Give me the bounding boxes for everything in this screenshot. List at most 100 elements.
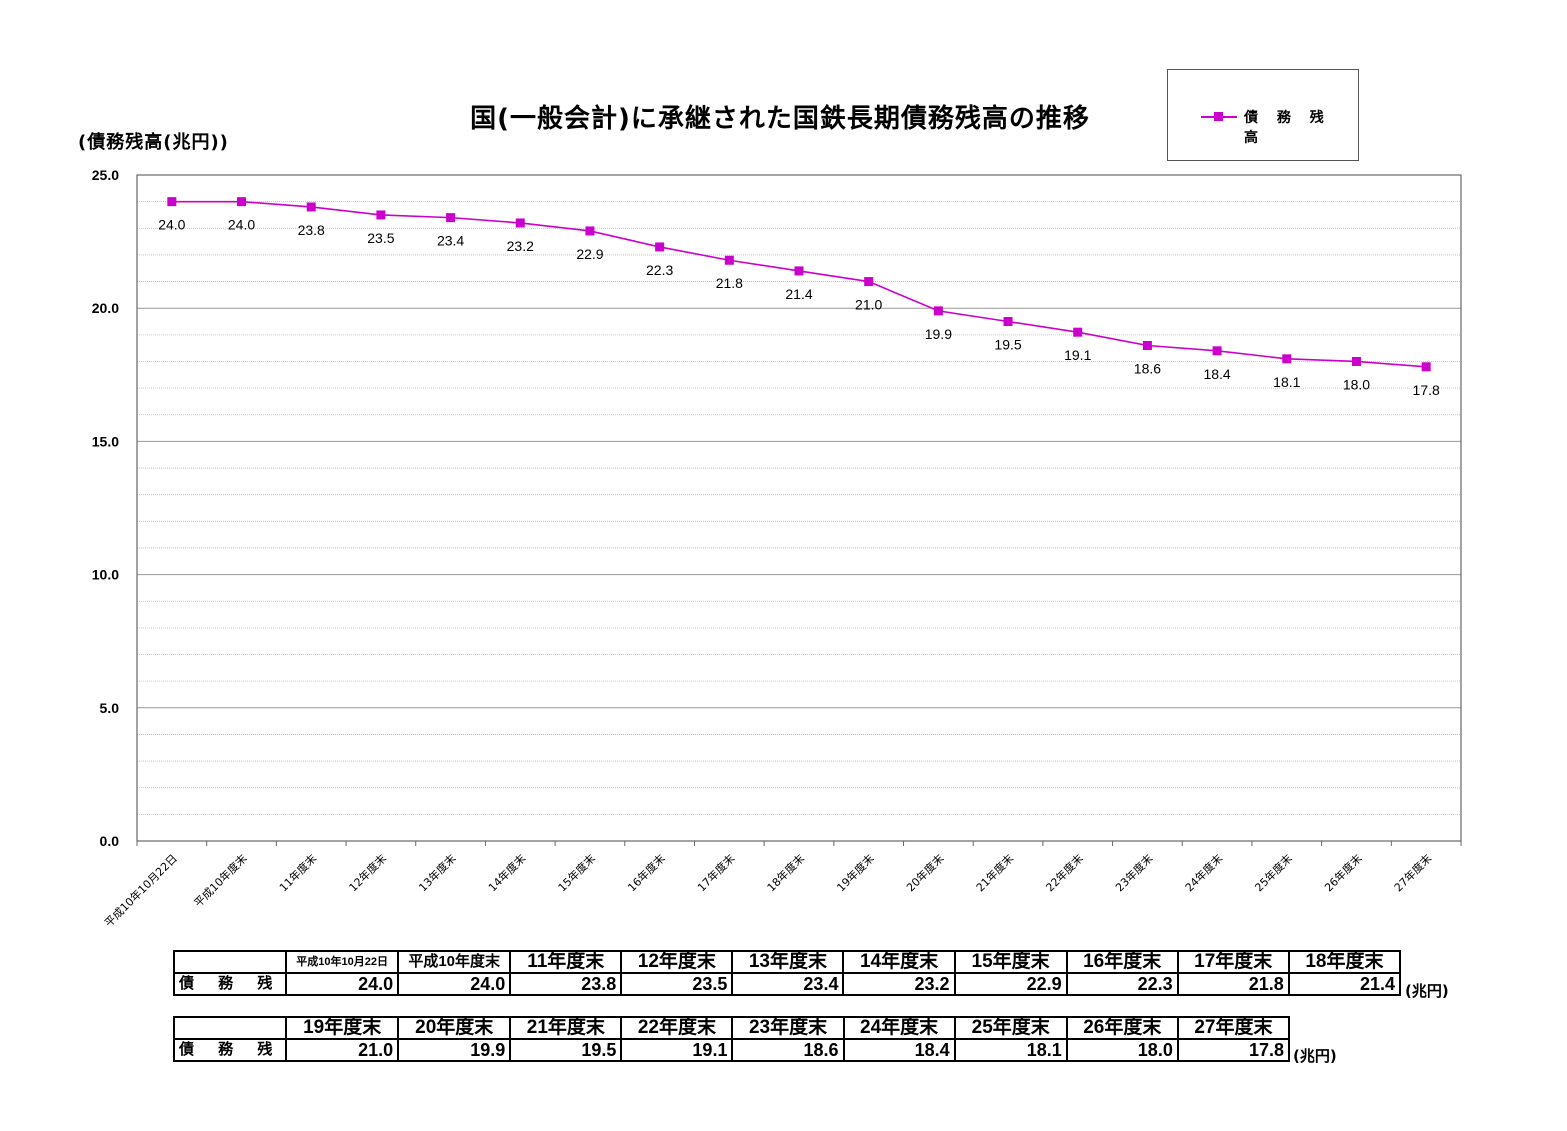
data-point xyxy=(933,306,943,316)
data-label: 19.9 xyxy=(925,326,952,342)
data-label: 21.8 xyxy=(716,275,743,291)
data-label: 23.8 xyxy=(298,222,325,238)
table-header-cell: 13年度末 xyxy=(731,950,845,974)
table-value-cell: 19.1 xyxy=(620,1038,734,1062)
table-value-cell: 21.8 xyxy=(1176,972,1290,996)
x-tick-label: 11年度末 xyxy=(276,851,319,894)
x-tick-label: 23年度末 xyxy=(1112,851,1155,894)
data-point xyxy=(1421,362,1431,372)
legend-label: 債 務 残 高 xyxy=(1244,110,1331,146)
data-label: 23.4 xyxy=(437,233,464,249)
table-header-cell: 17年度末 xyxy=(1176,950,1290,974)
x-tick-label: 13年度末 xyxy=(416,851,459,894)
table-header-cell: 15年度末 xyxy=(953,950,1068,974)
data-label: 24.0 xyxy=(228,217,255,233)
table2-unit: (兆円) xyxy=(1293,1047,1337,1065)
data-point xyxy=(794,266,804,276)
table-value-cell: 18.0 xyxy=(1065,1038,1179,1062)
table-value-cell: 24.0 xyxy=(285,972,400,996)
x-tick-label: 平成10年10月22日 xyxy=(101,851,179,929)
table-header-cell: 14年度末 xyxy=(842,950,956,974)
x-tick-label: 24年度末 xyxy=(1182,851,1225,894)
x-tick-label: 18年度末 xyxy=(764,851,807,894)
x-tick-label: 12年度末 xyxy=(346,851,389,894)
table-value-cell: 22.3 xyxy=(1065,972,1179,996)
table-value-cell: 19.9 xyxy=(397,1038,512,1062)
x-tick-label: 17年度末 xyxy=(694,851,737,894)
table-corner xyxy=(172,1016,288,1040)
x-tick-label: 21年度末 xyxy=(973,851,1016,894)
table-value-cell: 22.9 xyxy=(953,972,1068,996)
data-label: 17.8 xyxy=(1413,382,1440,398)
table-header-cell: 12年度末 xyxy=(620,950,734,974)
y-tick-label: 10.0 xyxy=(92,567,119,583)
data-label: 24.0 xyxy=(158,217,185,233)
table-header-cell: 24年度末 xyxy=(842,1016,956,1040)
table-value-cell: 17.8 xyxy=(1176,1038,1291,1062)
x-axis-ticks: 平成10年10月22日 平成10年度末 11年度末 12年度末 13年度末 14年度末 15… xyxy=(101,841,1462,930)
x-tick-label: 19年度末 xyxy=(834,851,877,894)
table-header-cell: 11年度末 xyxy=(509,950,623,974)
x-tick-label: 15年度末 xyxy=(555,851,598,894)
table-value-cell: 19.5 xyxy=(509,1038,623,1062)
legend: 債 務 残 高 xyxy=(1167,69,1359,161)
data-point xyxy=(1282,354,1292,364)
y-tick-label: 15.0 xyxy=(92,433,119,449)
series-line xyxy=(171,200,1427,368)
x-tick-label: 16年度末 xyxy=(625,851,668,894)
data-point xyxy=(1003,317,1013,327)
x-tick-label: 25年度末 xyxy=(1252,851,1295,894)
table-header-cell: 平成10年度末 xyxy=(397,950,512,974)
data-label: 23.5 xyxy=(367,230,394,246)
table-header-cell: 平成10年10月22日 xyxy=(285,950,400,974)
data-point xyxy=(585,226,595,236)
table-value-cell: 21.0 xyxy=(285,1038,400,1062)
data-label: 19.1 xyxy=(1064,347,1091,363)
table-value-cell: 18.6 xyxy=(731,1038,845,1062)
data-point xyxy=(1351,356,1361,366)
data-label: 23.2 xyxy=(507,238,534,254)
data-table-1: 平成10年10月22日 平成10年度末 11年度末 12年度末 13年度末 14年度末 15… xyxy=(172,950,1402,996)
data-label: 22.3 xyxy=(646,262,673,278)
table-header-cell: 25年度末 xyxy=(953,1016,1068,1040)
x-tick-label: 14年度末 xyxy=(485,851,528,894)
data-label: 18.4 xyxy=(1203,366,1230,382)
x-tick-label: 20年度末 xyxy=(903,851,946,894)
data-point xyxy=(515,218,525,228)
table-value-cell: 18.4 xyxy=(842,1038,956,1062)
plot-area xyxy=(136,174,1462,842)
x-tick-label: 26年度末 xyxy=(1321,851,1364,894)
x-tick-label: 27年度末 xyxy=(1391,851,1434,894)
y-tick-label: 0.0 xyxy=(100,833,120,849)
table-value-cell: 24.0 xyxy=(397,972,512,996)
table-value-cell: 21.4 xyxy=(1287,972,1402,996)
y-axis-title: (債務残高(兆円)) xyxy=(78,132,229,153)
table-value-cell: 23.5 xyxy=(620,972,734,996)
data-point xyxy=(167,197,177,207)
table-header-cell: 26年度末 xyxy=(1065,1016,1179,1040)
gridlines xyxy=(137,201,1461,815)
table-corner xyxy=(172,950,288,974)
data-label: 18.6 xyxy=(1134,360,1161,376)
y-tick-label: 5.0 xyxy=(100,700,120,716)
x-tick-label: 22年度末 xyxy=(1043,851,1086,894)
data-point xyxy=(237,197,247,207)
data-point xyxy=(864,277,874,287)
data-label: 22.9 xyxy=(576,246,603,262)
x-tick-label: 平成10年度末 xyxy=(191,851,250,910)
y-axis-ticks: 0.0 5.0 10.0 15.0 20.0 25.0 xyxy=(92,167,119,849)
table-header-cell: 20年度末 xyxy=(397,1016,512,1040)
data-point xyxy=(1073,327,1083,337)
chart-title: 国(一般会計)に承継された国鉄長期債務残高の推移 xyxy=(470,104,1090,134)
y-tick-label: 20.0 xyxy=(92,300,119,316)
table-header-cell: 19年度末 xyxy=(285,1016,400,1040)
table-row-label: 債 務 残 高 xyxy=(172,1038,288,1062)
data-label: 19.5 xyxy=(994,337,1021,353)
data-label: 18.1 xyxy=(1273,374,1300,390)
data-point xyxy=(1212,346,1222,356)
legend-swatch xyxy=(1201,112,1237,121)
table-row-label: 債 務 残 高 xyxy=(172,972,288,996)
table-value-cell: 23.2 xyxy=(842,972,956,996)
data-label: 21.0 xyxy=(855,297,882,313)
data-point xyxy=(306,202,316,212)
